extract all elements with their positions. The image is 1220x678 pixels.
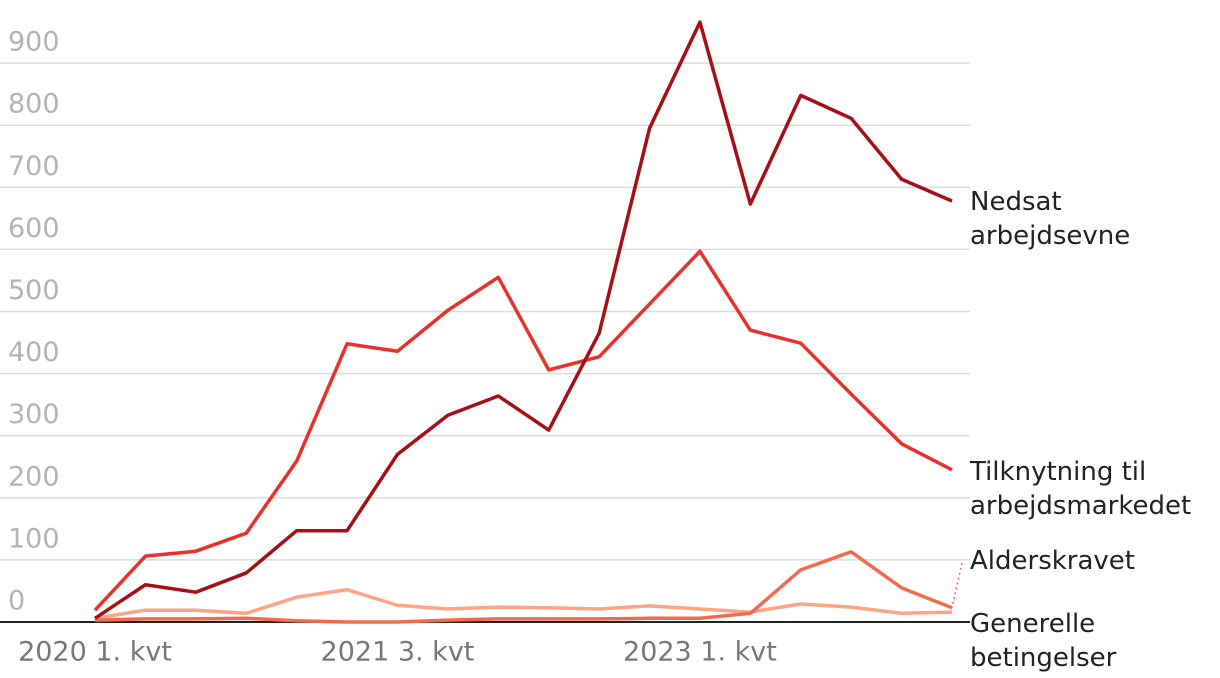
y-tick-label: 200 [8,461,60,492]
series-label-line: Generelle [970,609,1095,639]
series-label-line: arbejdsevne [970,221,1130,251]
label-connector [951,562,963,608]
series-label-line: Tilknytning til [969,457,1146,487]
series-label: Tilknytning til arbejdsmarkedet [969,457,1191,521]
series-line [94,587,953,621]
y-tick-label: 600 [8,213,60,244]
series-line [94,550,953,624]
y-tick-label: 300 [8,399,60,430]
y-tick-label: 900 [8,27,60,58]
series-label-line: Nedsat [970,187,1062,217]
x-tick-label: 2023 1. kvt [623,637,777,668]
y-tick-label: 500 [8,275,60,306]
series-line [93,249,953,612]
y-tick-label: 100 [8,523,60,554]
y-tick-label: 400 [8,337,60,368]
series-label: Generelle betingelser [970,609,1117,673]
y-tick-label: 700 [8,151,60,182]
y-tick-label: 0 [8,586,25,617]
series-label-line: betingelser [970,643,1117,673]
x-tick-label: 2021 3. kvt [321,637,475,668]
series-label: Nedsat arbejdsevne [970,187,1130,251]
series-label: Alderskravet [970,546,1135,576]
series-label-line: arbejdsmarkedet [970,491,1191,521]
series-label-line: Alderskravet [970,546,1135,576]
y-tick-label: 800 [8,89,60,120]
series-line [94,20,953,620]
x-tick-label: 2020 1. kvt [18,637,172,668]
